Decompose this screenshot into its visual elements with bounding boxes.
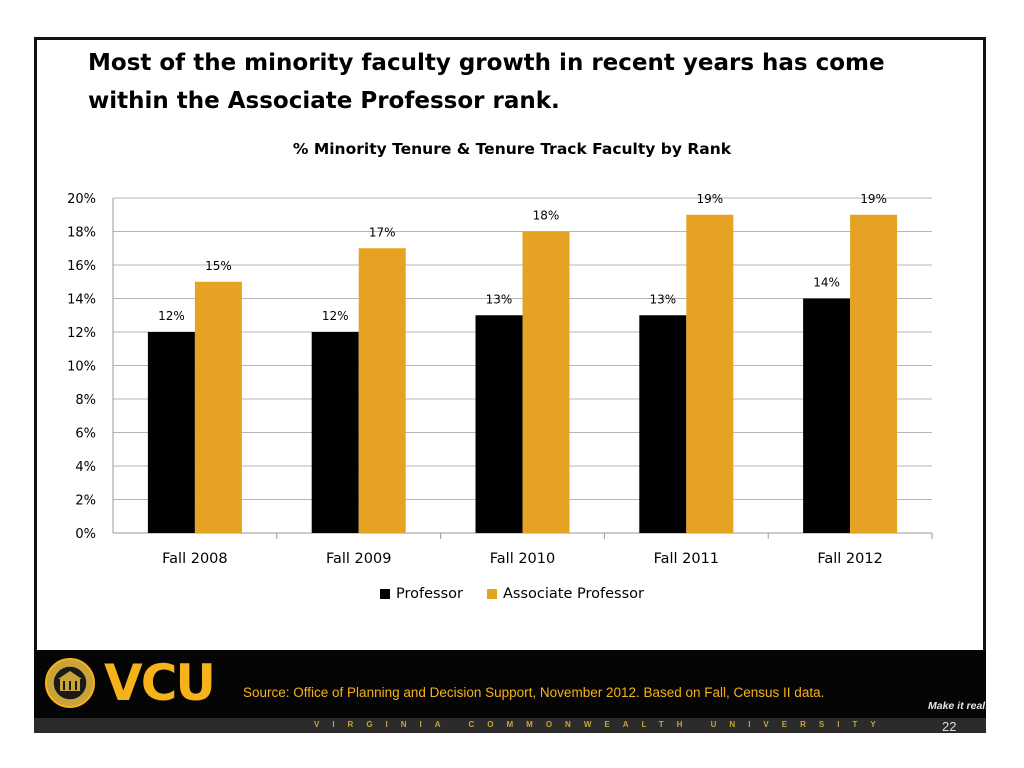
bar-associate-professor	[358, 248, 406, 533]
data-label: 17%	[369, 225, 396, 239]
y-tick-label: 8%	[75, 393, 96, 408]
footer-stripe	[34, 718, 986, 733]
data-label: 12%	[158, 309, 185, 323]
source-note: Source: Office of Planning and Decision …	[243, 685, 825, 700]
bar-professor	[147, 332, 195, 533]
y-tick-label: 12%	[67, 326, 96, 341]
y-tick-label: 6%	[75, 427, 96, 442]
bar-professor	[639, 315, 687, 533]
y-tick-label: 4%	[75, 460, 96, 475]
legend-item: Professor	[380, 586, 463, 602]
data-label: 12%	[322, 309, 349, 323]
data-label: 19%	[860, 192, 887, 206]
bar-professor	[475, 315, 523, 533]
y-tick-label: 18%	[67, 226, 96, 241]
y-tick-label: 10%	[67, 360, 96, 375]
chart-title: % Minority Tenure & Tenure Track Faculty…	[292, 140, 732, 158]
data-label: 14%	[813, 276, 840, 290]
chart-legend: Professor Associate Professor	[0, 586, 1024, 602]
y-tick-label: 14%	[67, 293, 96, 308]
y-tick-label: 20%	[67, 192, 96, 207]
legend-label: Associate Professor	[503, 586, 644, 602]
vcu-logo: VCU	[104, 654, 216, 712]
bar-professor	[803, 298, 851, 533]
data-label: 13%	[486, 292, 513, 306]
slide-headline: Most of the minority faculty growth in r…	[88, 50, 885, 114]
data-label: 13%	[649, 292, 676, 306]
tagline: Make it real.	[928, 700, 989, 712]
bar-associate-professor	[850, 214, 898, 533]
bar-associate-professor	[194, 281, 242, 533]
slide-number: 22	[942, 719, 957, 734]
data-label: 15%	[205, 259, 232, 273]
y-tick-label: 0%	[75, 527, 96, 542]
legend-item: Associate Professor	[487, 586, 644, 602]
legend-swatch	[487, 589, 497, 599]
bar-associate-professor	[686, 214, 734, 533]
x-tick-label: Fall 2008	[162, 551, 227, 567]
y-tick-label: 2%	[75, 494, 96, 509]
university-seal-icon	[45, 658, 95, 708]
bar-associate-professor	[522, 231, 570, 533]
data-label: 18%	[533, 209, 560, 223]
y-tick-label: 16%	[67, 259, 96, 274]
bar-chart: 0% 2% 4% 6% 8% 10% 12% 14% 16% 18% 20% Fall 2008 12%…	[67, 192, 933, 567]
bar-professor	[311, 332, 359, 533]
x-tick-label: Fall 2010	[490, 551, 555, 567]
x-tick-label: Fall 2009	[326, 551, 391, 567]
footer-band	[34, 650, 986, 718]
x-tick-label: Fall 2011	[654, 551, 719, 567]
data-label: 19%	[696, 192, 723, 206]
university-name: VIRGINIA COMMONWEALTH UNIVERSITY	[314, 720, 889, 729]
legend-label: Professor	[396, 586, 463, 602]
legend-swatch	[380, 589, 391, 599]
x-tick-label: Fall 2012	[817, 551, 882, 567]
